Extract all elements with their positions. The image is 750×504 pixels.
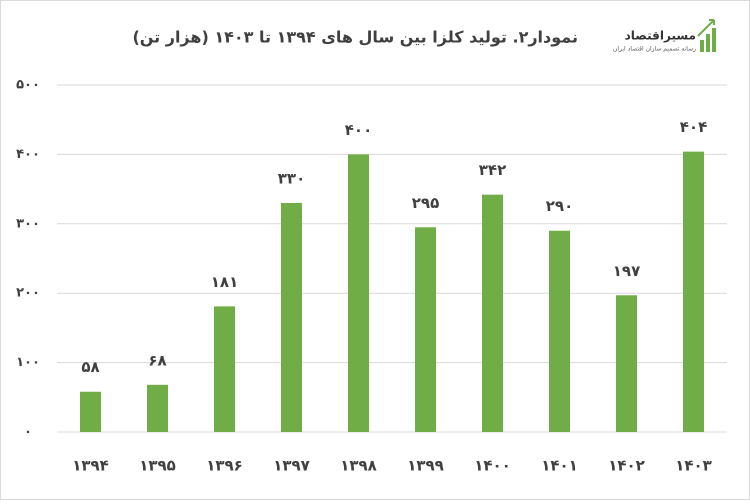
logo-tagline: رسانه تصمیم سازان اقتصاد ایران (613, 46, 696, 53)
y-tick-label: ۵۰۰ (16, 78, 40, 93)
bar (549, 230, 570, 432)
data-label: ۶۸ (148, 351, 166, 369)
y-tick-label: ۳۰۰ (16, 216, 40, 231)
logo-icon-bar (700, 40, 704, 52)
x-tick-label: ۱۳۹۴ (72, 457, 109, 475)
data-label: ۱۹۷ (613, 262, 640, 280)
y-tick-label: ۴۰۰ (16, 147, 40, 162)
bar (683, 151, 704, 432)
bar (616, 295, 637, 432)
y-tick-label: ۲۰۰ (16, 286, 40, 301)
bar (80, 391, 101, 432)
x-tick-label: ۱۴۰۱ (541, 457, 578, 475)
logo-icon-bar (712, 28, 716, 52)
bar (281, 202, 302, 432)
data-label: ۳۴۲ (479, 161, 506, 179)
x-tick-label: ۱۴۰۳ (675, 457, 712, 475)
bar (482, 194, 503, 432)
logo-icon-arrow (697, 19, 715, 37)
x-tick-label: ۱۳۹۵ (139, 457, 176, 475)
data-label: ۲۹۵ (412, 194, 439, 212)
data-label: ۴۰۰ (345, 121, 372, 139)
x-tick-label: ۱۳۹۸ (340, 457, 377, 475)
data-label: ۳۳۰ (278, 169, 305, 187)
bar (147, 384, 168, 432)
x-tick-label: ۱۴۰۰ (474, 457, 511, 475)
bar (348, 154, 369, 432)
x-tick-label: ۱۳۹۶ (206, 457, 243, 475)
data-label: ۱۸۱ (211, 273, 238, 291)
data-label: ۲۹۰ (546, 197, 573, 215)
data-label: ۵۸ (81, 358, 99, 376)
chart-title: نمودار۲. تولید کلزا بین سال های ۱۳۹۴ تا … (132, 28, 578, 47)
x-tick-label: ۱۴۰۲ (608, 457, 645, 475)
logo: مسیراقتصاد رسانه تصمیم سازان اقتصاد ایرا… (613, 19, 716, 53)
bar (214, 306, 235, 432)
logo-icon-bar (706, 34, 710, 52)
y-tick-label: ۰ (24, 425, 32, 440)
x-tick-label: ۱۳۹۷ (273, 457, 310, 475)
x-tick-label: ۱۳۹۹ (407, 457, 444, 475)
bar (415, 227, 436, 432)
data-label: ۴۰۴ (680, 118, 707, 136)
logo-name: مسیراقتصاد (625, 29, 696, 43)
y-tick-label: ۱۰۰ (16, 355, 40, 370)
